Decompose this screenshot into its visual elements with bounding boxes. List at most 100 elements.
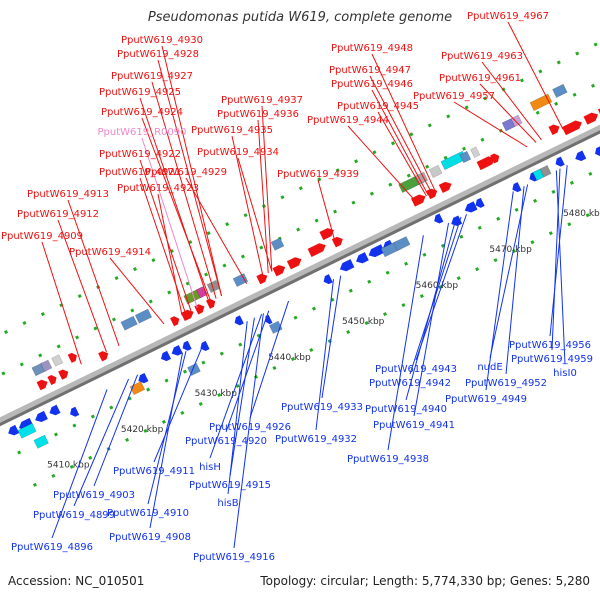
tick-dot — [75, 335, 80, 340]
gene-label-top: PputW619_4937 — [221, 95, 303, 106]
leader-line — [347, 125, 417, 202]
leader-line — [139, 159, 192, 311]
tick-dot — [56, 344, 61, 349]
feature-box — [51, 354, 64, 367]
genome-summary: Topology: circular; Length: 5,774,330 bp… — [260, 574, 590, 588]
tick-dot — [425, 164, 430, 169]
tick-dot — [514, 207, 519, 212]
leader-line — [257, 119, 269, 274]
tick-dot — [443, 155, 448, 160]
gene-label-bottom: PputW619_4959 — [511, 354, 593, 365]
gene-label-top: PputW619_4912 — [17, 209, 99, 220]
scale-tick-label: 5470 kbp — [489, 245, 532, 255]
feature-box — [539, 165, 552, 178]
forward-gene-arrow — [256, 273, 268, 285]
tick-dot — [161, 419, 166, 424]
leader-line — [485, 191, 514, 391]
leader-line — [371, 89, 429, 196]
forward-gene-arrow — [272, 265, 286, 277]
gene-label-top: PputW619_4909 — [1, 231, 83, 242]
forward-gene-arrow — [47, 375, 57, 386]
leader-line — [505, 186, 525, 375]
gene-label-bottom: PputW619_4903 — [53, 490, 135, 501]
leader-line — [93, 374, 139, 487]
leader-line — [73, 378, 130, 507]
tick-dot — [333, 209, 338, 214]
gene-label-top: PputW619_4936 — [217, 109, 299, 120]
gene-label-top: PputW619_4945 — [337, 101, 419, 112]
tick-dot — [496, 216, 501, 221]
accession-text: Accession: NC_010501 — [8, 574, 145, 588]
feature-box — [40, 359, 53, 372]
reverse-gene-arrow — [323, 274, 333, 285]
tick-dot — [348, 288, 353, 293]
tick-dot — [372, 150, 377, 155]
leader-line — [261, 105, 273, 272]
tick-dot — [180, 410, 185, 415]
tick-dot — [572, 92, 577, 97]
scale-tick-label: 5420 kbp — [121, 425, 164, 435]
forward-gene-arrow — [548, 124, 560, 136]
tick-dot — [32, 482, 37, 487]
forward-gene-arrow — [98, 351, 109, 362]
tick-dot — [538, 69, 543, 74]
feature-box — [17, 422, 37, 439]
tick-dot — [93, 326, 98, 331]
tick-dot — [167, 290, 172, 295]
tick-dot — [351, 200, 356, 205]
gene-label-bottom: hisH — [199, 462, 221, 473]
gene-label-top: PputW619_4935 — [191, 125, 273, 136]
tick-dot — [22, 321, 27, 326]
tick-dot — [182, 369, 187, 374]
forward-gene-arrow — [307, 243, 326, 258]
tick-dot — [69, 464, 74, 469]
leader-line — [233, 313, 264, 549]
leader-line — [507, 21, 564, 130]
leader-line — [551, 168, 561, 351]
tick-dot — [238, 342, 243, 347]
tick-dot — [206, 231, 211, 236]
gene-label-top: PputW619_4925 — [99, 87, 181, 98]
tick-dot — [593, 42, 598, 47]
leader-line — [149, 352, 183, 529]
gene-label-top: PputW619_4929 — [145, 167, 227, 178]
feature-box — [470, 146, 481, 158]
feature-box — [529, 93, 553, 112]
tick-dot — [385, 270, 390, 275]
leader-line — [453, 101, 528, 148]
tick-dot — [1, 371, 6, 376]
reverse-gene-arrow — [356, 252, 369, 264]
gene-label-top: PputW619_4947 — [329, 65, 411, 76]
leader-line — [139, 177, 187, 314]
tick-dot — [483, 96, 488, 101]
leader-line — [321, 275, 342, 399]
leader-line — [229, 317, 255, 477]
gene-label-top: PputW619_4927 — [111, 71, 193, 82]
leader-line — [51, 389, 108, 539]
tick-dot — [296, 227, 301, 232]
gene-label-top: PputW619_4948 — [331, 43, 413, 54]
tick-dot — [4, 330, 9, 335]
forward-gene-arrow — [561, 120, 582, 136]
leader-line — [225, 310, 270, 433]
gene-label-bottom: PputW619_4920 — [185, 436, 267, 447]
tick-dot — [406, 173, 411, 178]
gene-label-bottom: PputW619_4932 — [275, 434, 357, 445]
reverse-gene-arrow — [70, 406, 80, 417]
gene-label-bottom: PputW619_4926 — [209, 422, 291, 433]
leader-line — [387, 235, 424, 451]
tick-dot — [569, 180, 574, 185]
gene-label-bottom: PputW619_4941 — [373, 420, 455, 431]
reverse-gene-arrow — [575, 150, 587, 162]
gene-label-top: PputW619_4961 — [439, 73, 521, 84]
tick-dot — [364, 321, 369, 326]
reverse-gene-arrow — [234, 315, 244, 326]
tick-dot — [446, 114, 451, 119]
tick-dot — [198, 401, 203, 406]
gene-label-top: PputW619_4922 — [99, 149, 181, 160]
scale-tick-label: 5410 kbp — [47, 461, 90, 471]
reverse-gene-arrow — [171, 345, 183, 356]
gene-label-top: PputW619_4967 — [467, 11, 549, 22]
feature-box — [187, 362, 201, 377]
feature-box — [232, 272, 249, 288]
